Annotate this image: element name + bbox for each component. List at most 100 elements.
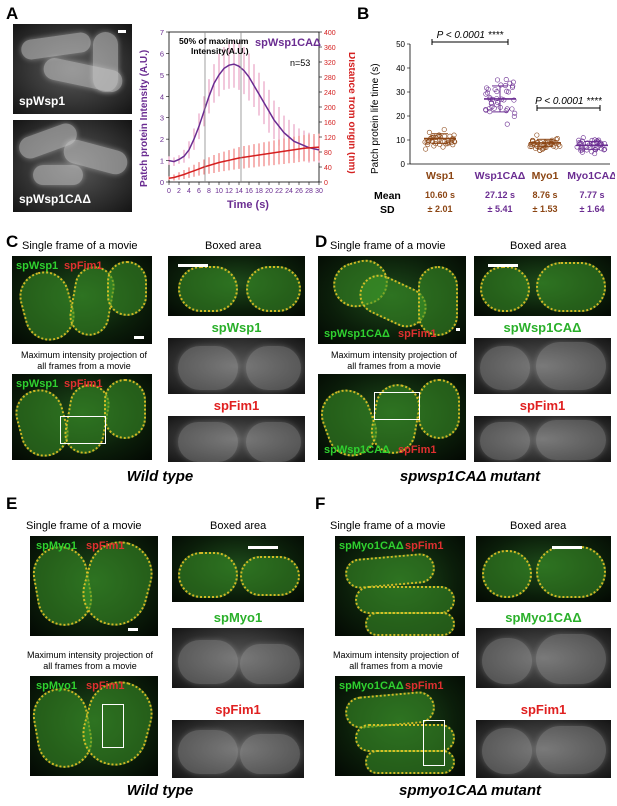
chart-a-xtick: 20 (265, 188, 273, 195)
chart-a-n: n=53 (290, 58, 310, 68)
chart-b-sd-value: ± 5.41 (488, 204, 513, 214)
chart-a-ytick-left: 7 (160, 28, 164, 37)
chart-a-ytick-right: 80 (324, 150, 332, 157)
micrograph-wsp1: spWsp1 (13, 24, 132, 114)
chart-b-ytick: 20 (396, 112, 405, 121)
chart-a-ytick-left: 0 (160, 178, 164, 187)
chart-b-category: Myo1CAΔ (567, 170, 615, 182)
chart-a-xtick: 10 (215, 188, 223, 195)
series-distance-line (168, 146, 320, 180)
chart-b-point (485, 86, 491, 92)
c-footer: Wild type (126, 468, 194, 485)
chart-a-annot-1: 50% of maximum (179, 36, 249, 46)
panel-label-e: E (6, 494, 18, 513)
e-footer: Wild type (126, 782, 194, 799)
chart-b-mean-value: 8.76 s (532, 190, 557, 200)
chart-b-point (422, 139, 428, 145)
c-top-red-label: spFim1 (64, 260, 103, 272)
chart-a-xtick: 26 (295, 188, 303, 195)
chart-b-point (553, 144, 559, 150)
chart-b-ylabel: Patch protein life time (s) (370, 63, 381, 174)
panel-label-d: D (315, 232, 328, 251)
f-top-green-label: spMyo1CAΔ (339, 540, 404, 552)
e-top-red-label: spFim1 (86, 540, 125, 552)
chart-a-ytick-right: 120 (324, 135, 336, 142)
f-boxed-green-image (476, 628, 611, 688)
chart-a-ytick-left: 3 (160, 114, 164, 123)
chart-a-xtick: 14 (235, 188, 243, 195)
chart-b-point (433, 134, 439, 140)
c-boxed-region (60, 416, 106, 444)
chart-a-xtick: 30 (315, 188, 323, 195)
f-single-frame-image: spMyo1CAΔ spFim1 (335, 536, 465, 636)
series-intensity-line (168, 63, 320, 163)
chart-b-mean-value: 10.60 s (425, 190, 455, 200)
chart-a-ytick-left: 6 (160, 49, 164, 58)
label-wsp1ca: spWsp1CAΔ (19, 192, 91, 206)
chart-b-point (436, 132, 442, 138)
chart-a-ytick-left: 4 (160, 92, 164, 101)
chart-b-ytick: 0 (401, 160, 406, 169)
chart-b-point (487, 109, 493, 115)
c-mip-caption: Maximum intensity projection of all fram… (20, 350, 148, 371)
chart-b-point (503, 108, 509, 114)
chart-b-mean-value: 7.77 s (579, 190, 604, 200)
chart-b-category: Wsp1CAΔ (475, 170, 526, 182)
chart-b-point (498, 82, 504, 88)
chart-b-point (491, 105, 497, 111)
row-label-sd: SD (380, 204, 395, 216)
f-bot-green-label: spMyo1CAΔ (339, 680, 404, 692)
f-boxed-region (423, 720, 445, 766)
label-wsp1: spWsp1 (19, 94, 66, 108)
chart-a-ytick-left: 2 (160, 135, 164, 144)
e-single-frame-header: Single frame of a movie (26, 520, 142, 532)
chart-a-ylabel-left: Patch protein Intensity (A.U.) (139, 50, 150, 187)
f-chan-red: spFim1 (520, 702, 567, 717)
d-single-frame-header: Single frame of a movie (330, 240, 446, 252)
c-bot-green-label: spWsp1 (16, 378, 59, 390)
chart-b-point (449, 137, 455, 143)
chart-a-xtick: 24 (285, 188, 293, 195)
chart-b-point (601, 147, 607, 153)
chart-b-point (509, 106, 515, 112)
chart-a-xtick: 8 (207, 188, 211, 195)
chart-b-point (579, 149, 585, 155)
chart-b-category: Myo1 (532, 170, 559, 182)
chart-a-xlabel: Time (s) (227, 199, 269, 211)
chart-a-ytick-left: 5 (160, 71, 164, 80)
row-label-mean: Mean (374, 190, 401, 202)
chart-b-point (598, 146, 604, 152)
d-top-red-label: spFim1 (398, 328, 437, 340)
chart-b-point (511, 97, 517, 103)
d-bot-green-label: spWsp1CAΔ (324, 444, 390, 456)
d-footer: spwsp1CAΔ mutant (399, 468, 541, 485)
chart-b-point (584, 147, 590, 153)
e-mip-caption: Maximum intensity projection of all fram… (26, 650, 154, 671)
chart-a-ylabel-right: Distance from origin (nm) (346, 52, 355, 174)
e-chan-red: spFim1 (215, 702, 261, 717)
chart-b-point (426, 129, 432, 135)
c-single-frame-image: spWsp1 spFim1 (12, 256, 152, 344)
d-mip-image: spWsp1CAΔ spFim1 (318, 374, 466, 460)
chart-b-point (504, 88, 510, 94)
chart-a-ytick-right: 400 (324, 30, 336, 37)
f-boxed-header: Boxed area (510, 520, 567, 532)
chart-b-point (554, 136, 560, 142)
e-boxed-red-image (172, 720, 304, 778)
chart-b-point (485, 90, 491, 96)
chart-b-category: Wsp1 (426, 170, 454, 182)
f-footer: spmyo1CAΔ mutant (398, 782, 542, 799)
chart-b-ytick: 40 (396, 64, 405, 73)
panel-label-f: F (315, 494, 326, 513)
e-boxed-merge-image (172, 536, 304, 602)
f-single-frame-header: Single frame of a movie (330, 520, 446, 532)
panel-label-b: B (357, 4, 370, 23)
chart-b-point (511, 113, 517, 119)
chart-b-point (441, 127, 447, 133)
f-chan-green: spMyo1CAΔ (505, 610, 582, 625)
chart-b-mean-value: 27.12 s (485, 190, 515, 200)
chart-b-point (494, 77, 500, 83)
chart-b-point (487, 95, 493, 101)
chart-b-sd-value: ± 1.64 (580, 204, 605, 214)
